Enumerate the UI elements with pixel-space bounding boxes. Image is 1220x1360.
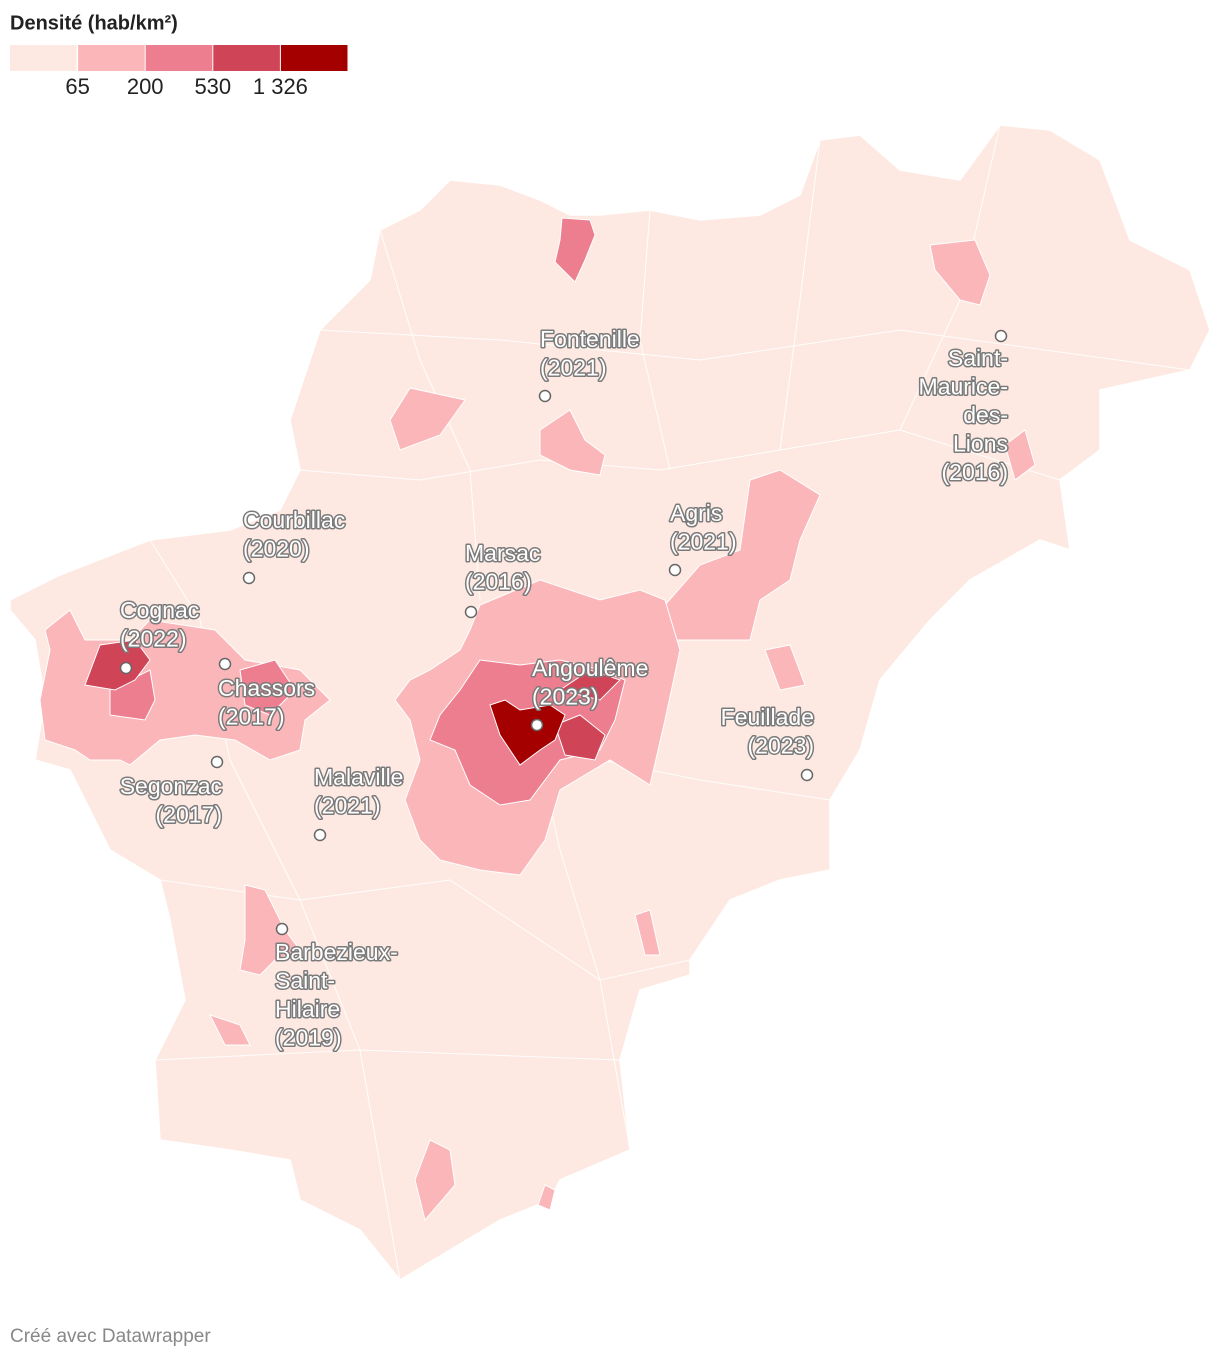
legend-threshold: 65	[65, 74, 89, 99]
city-label: Fontenille	[540, 326, 640, 352]
city-label: (2016)	[942, 459, 1008, 485]
density-zone	[554, 217, 596, 283]
legend-swatch	[280, 45, 348, 71]
city-label: Saint-	[275, 968, 335, 994]
city-label: (2020)	[243, 536, 309, 562]
footer: Créé avec Datawrapper	[10, 1326, 211, 1347]
city-dot	[994, 329, 1008, 343]
city-dot	[210, 755, 224, 769]
density-zone	[109, 669, 156, 721]
city-label: (2023)	[532, 684, 598, 710]
city-label: Barbezieux-	[275, 939, 398, 965]
density-zone	[539, 409, 606, 476]
density-zone	[239, 884, 301, 976]
city-dot	[668, 563, 682, 577]
city-label: Lions	[953, 431, 1008, 457]
city-label: (2016)	[465, 569, 531, 595]
legend-threshold: 200	[127, 74, 164, 99]
department-map: Fontenille(2021) Saint-Maurice-des-Lions(…	[9, 124, 1211, 1281]
density-zone	[634, 909, 661, 956]
density-zone	[414, 1139, 456, 1222]
density-zone	[558, 669, 621, 701]
city-label: Maurice-	[919, 374, 1008, 400]
city-label: Hilaire	[275, 996, 340, 1022]
city-label: Cognac	[120, 597, 199, 623]
city-label: Angoulême	[532, 655, 648, 681]
city-dot	[119, 661, 133, 675]
legend-swatch	[213, 45, 280, 71]
density-zone	[489, 699, 566, 766]
city-label: (2021)	[540, 355, 606, 381]
city-label: Malaville	[314, 764, 403, 790]
city-dot	[275, 922, 289, 936]
city-label: Chassors	[218, 675, 315, 701]
density-zone	[84, 639, 151, 691]
city-label: Feuillade	[721, 704, 814, 730]
city-label: Agris	[670, 500, 722, 526]
density-zone	[209, 1014, 251, 1046]
city-label: Marsac	[465, 540, 540, 566]
legend-threshold: 530	[194, 74, 231, 99]
legend-threshold: 1 326	[253, 74, 308, 99]
density-zone	[764, 644, 806, 691]
density-zone	[664, 469, 821, 641]
city-label: (2021)	[670, 529, 736, 555]
city-label: des-	[963, 402, 1008, 428]
city-label: Segonzac	[120, 773, 222, 799]
density-zone	[929, 239, 991, 306]
city-label: (2023)	[748, 733, 814, 759]
legend-swatch	[145, 45, 213, 71]
city-dot	[464, 605, 478, 619]
city-label: Saint-	[948, 345, 1008, 371]
city-dot	[242, 571, 256, 585]
city-dot	[218, 657, 232, 671]
city-dot	[800, 768, 814, 782]
density-zone	[239, 659, 296, 716]
city-label: Courbillac	[243, 507, 345, 533]
legend-title: Densité (hab/km²)	[10, 12, 178, 34]
city-label: (2022)	[120, 626, 186, 652]
density-zone	[1004, 429, 1036, 481]
city-dot	[530, 718, 544, 732]
city-dot	[313, 828, 327, 842]
density-zone	[554, 714, 606, 761]
city-label: (2019)	[275, 1025, 341, 1051]
density-zone	[389, 387, 466, 451]
city-dot	[538, 389, 552, 403]
legend-swatch	[78, 45, 145, 71]
city-label: (2017)	[218, 704, 284, 730]
density-zone	[537, 1184, 556, 1211]
city-label: (2017)	[156, 802, 222, 828]
city-label: (2021)	[314, 793, 380, 819]
legend-swatch	[10, 45, 77, 71]
